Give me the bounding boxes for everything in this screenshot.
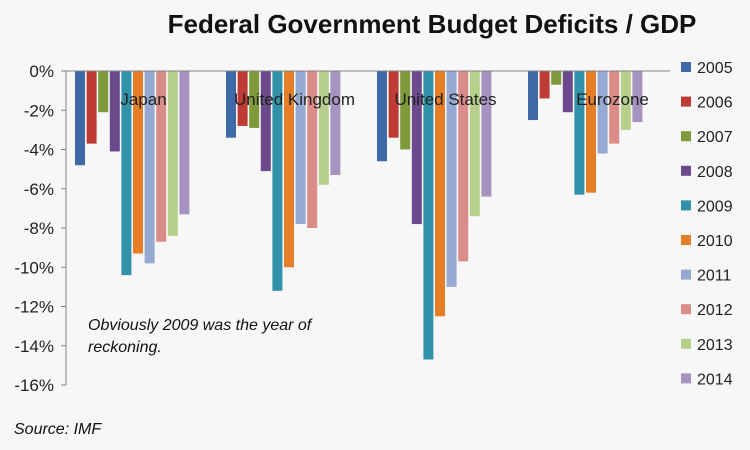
- bar-2012: [307, 71, 318, 228]
- category-label: United States: [394, 90, 496, 109]
- bar-2008: [562, 71, 573, 113]
- y-tick-label: -4%: [24, 141, 54, 160]
- legend-swatch-2013: [681, 338, 691, 349]
- bar-2013: [620, 71, 631, 130]
- bars: [66, 70, 670, 360]
- legend-label-2006: 2006: [697, 95, 733, 112]
- legend-swatch-2007: [681, 131, 691, 142]
- annotation-line-1: Obviously 2009 was the year of: [88, 317, 313, 334]
- legend-label-2005: 2005: [697, 60, 733, 77]
- bar-2006: [86, 71, 97, 144]
- bar-2011: [446, 71, 457, 287]
- bar-2013: [469, 71, 480, 217]
- legend: 2005 2006 2007 2008 2009 2010 2011 2012 2013 2014: [681, 60, 733, 388]
- legend-swatch-2010: [681, 235, 691, 245]
- category-label: Eurozone: [576, 90, 649, 109]
- y-tick-label: -14%: [14, 337, 54, 356]
- legend-label-2009: 2009: [697, 198, 733, 215]
- category-label: Japan: [120, 90, 166, 109]
- legend-swatch-2006: [681, 96, 691, 107]
- bar-2011: [597, 71, 608, 154]
- y-tick-label: -6%: [24, 180, 54, 199]
- bar-2012: [458, 71, 469, 262]
- y-tick-label: -16%: [14, 376, 54, 395]
- bar-2011: [295, 71, 306, 225]
- bar-2007: [551, 71, 562, 85]
- bar-2009: [574, 71, 585, 195]
- legend-label-2013: 2013: [697, 337, 733, 354]
- legend-label-2011: 2011: [697, 268, 732, 285]
- bar-2010: [133, 71, 143, 254]
- bar-2009: [121, 71, 132, 276]
- legend-label-2012: 2012: [697, 302, 733, 319]
- legend-label-2008: 2008: [697, 164, 733, 181]
- legend-swatch-2008: [681, 165, 691, 176]
- legend-label-2007: 2007: [697, 129, 733, 146]
- y-tick-label: -10%: [14, 258, 54, 277]
- bar-2008: [260, 71, 271, 172]
- source-note: Source: IMF: [14, 421, 102, 438]
- bar-2008: [411, 71, 422, 225]
- bar-2007: [400, 71, 411, 150]
- bar-2006: [388, 71, 399, 138]
- legend-swatch-2012: [681, 304, 691, 315]
- bar-2007: [249, 71, 260, 128]
- category-labels: Japan United Kingdom United States Eurozone: [120, 90, 649, 109]
- bar-2008: [109, 71, 120, 152]
- legend-swatch-2009: [681, 200, 691, 211]
- bar-2005: [528, 71, 538, 121]
- bar-2007: [98, 71, 109, 113]
- bar-2014: [179, 71, 190, 215]
- bar-2005: [226, 71, 236, 138]
- legend-swatch-2011: [681, 269, 691, 280]
- chart-title: Federal Government Budget Deficits / GDP: [168, 9, 697, 39]
- bar-2011: [144, 71, 155, 264]
- annotation-line-2: reckoning.: [88, 339, 162, 356]
- bar-2010: [586, 71, 596, 193]
- bar-2013: [167, 71, 178, 236]
- bar-2005: [377, 71, 387, 162]
- bar-2013: [318, 71, 329, 185]
- y-tick-label: -12%: [14, 298, 54, 317]
- legend-label-2010: 2010: [697, 233, 733, 250]
- legend-label-2014: 2014: [697, 371, 733, 388]
- y-tick-label: -2%: [24, 101, 54, 120]
- bar-2009: [272, 71, 283, 291]
- y-tick-label: -8%: [24, 219, 54, 238]
- legend-swatch-2014: [681, 373, 691, 384]
- y-axis: 0% -2% -4% -6% -8% -10% -12% -14% -16%: [14, 62, 67, 395]
- bar-2009: [423, 71, 434, 360]
- bar-2014: [481, 71, 492, 197]
- bar-2012: [156, 71, 167, 242]
- bar-2006: [237, 71, 248, 126]
- bar-2014: [330, 71, 341, 176]
- y-tick-label: 0%: [29, 62, 54, 81]
- bar-2006: [539, 71, 550, 99]
- category-label: United Kingdom: [234, 90, 355, 109]
- legend-swatch-2005: [681, 62, 691, 72]
- bar-2012: [609, 71, 620, 144]
- bar-2010: [435, 71, 445, 317]
- bar-2010: [284, 71, 294, 268]
- bar-2005: [75, 71, 85, 166]
- bar-2014: [632, 71, 643, 123]
